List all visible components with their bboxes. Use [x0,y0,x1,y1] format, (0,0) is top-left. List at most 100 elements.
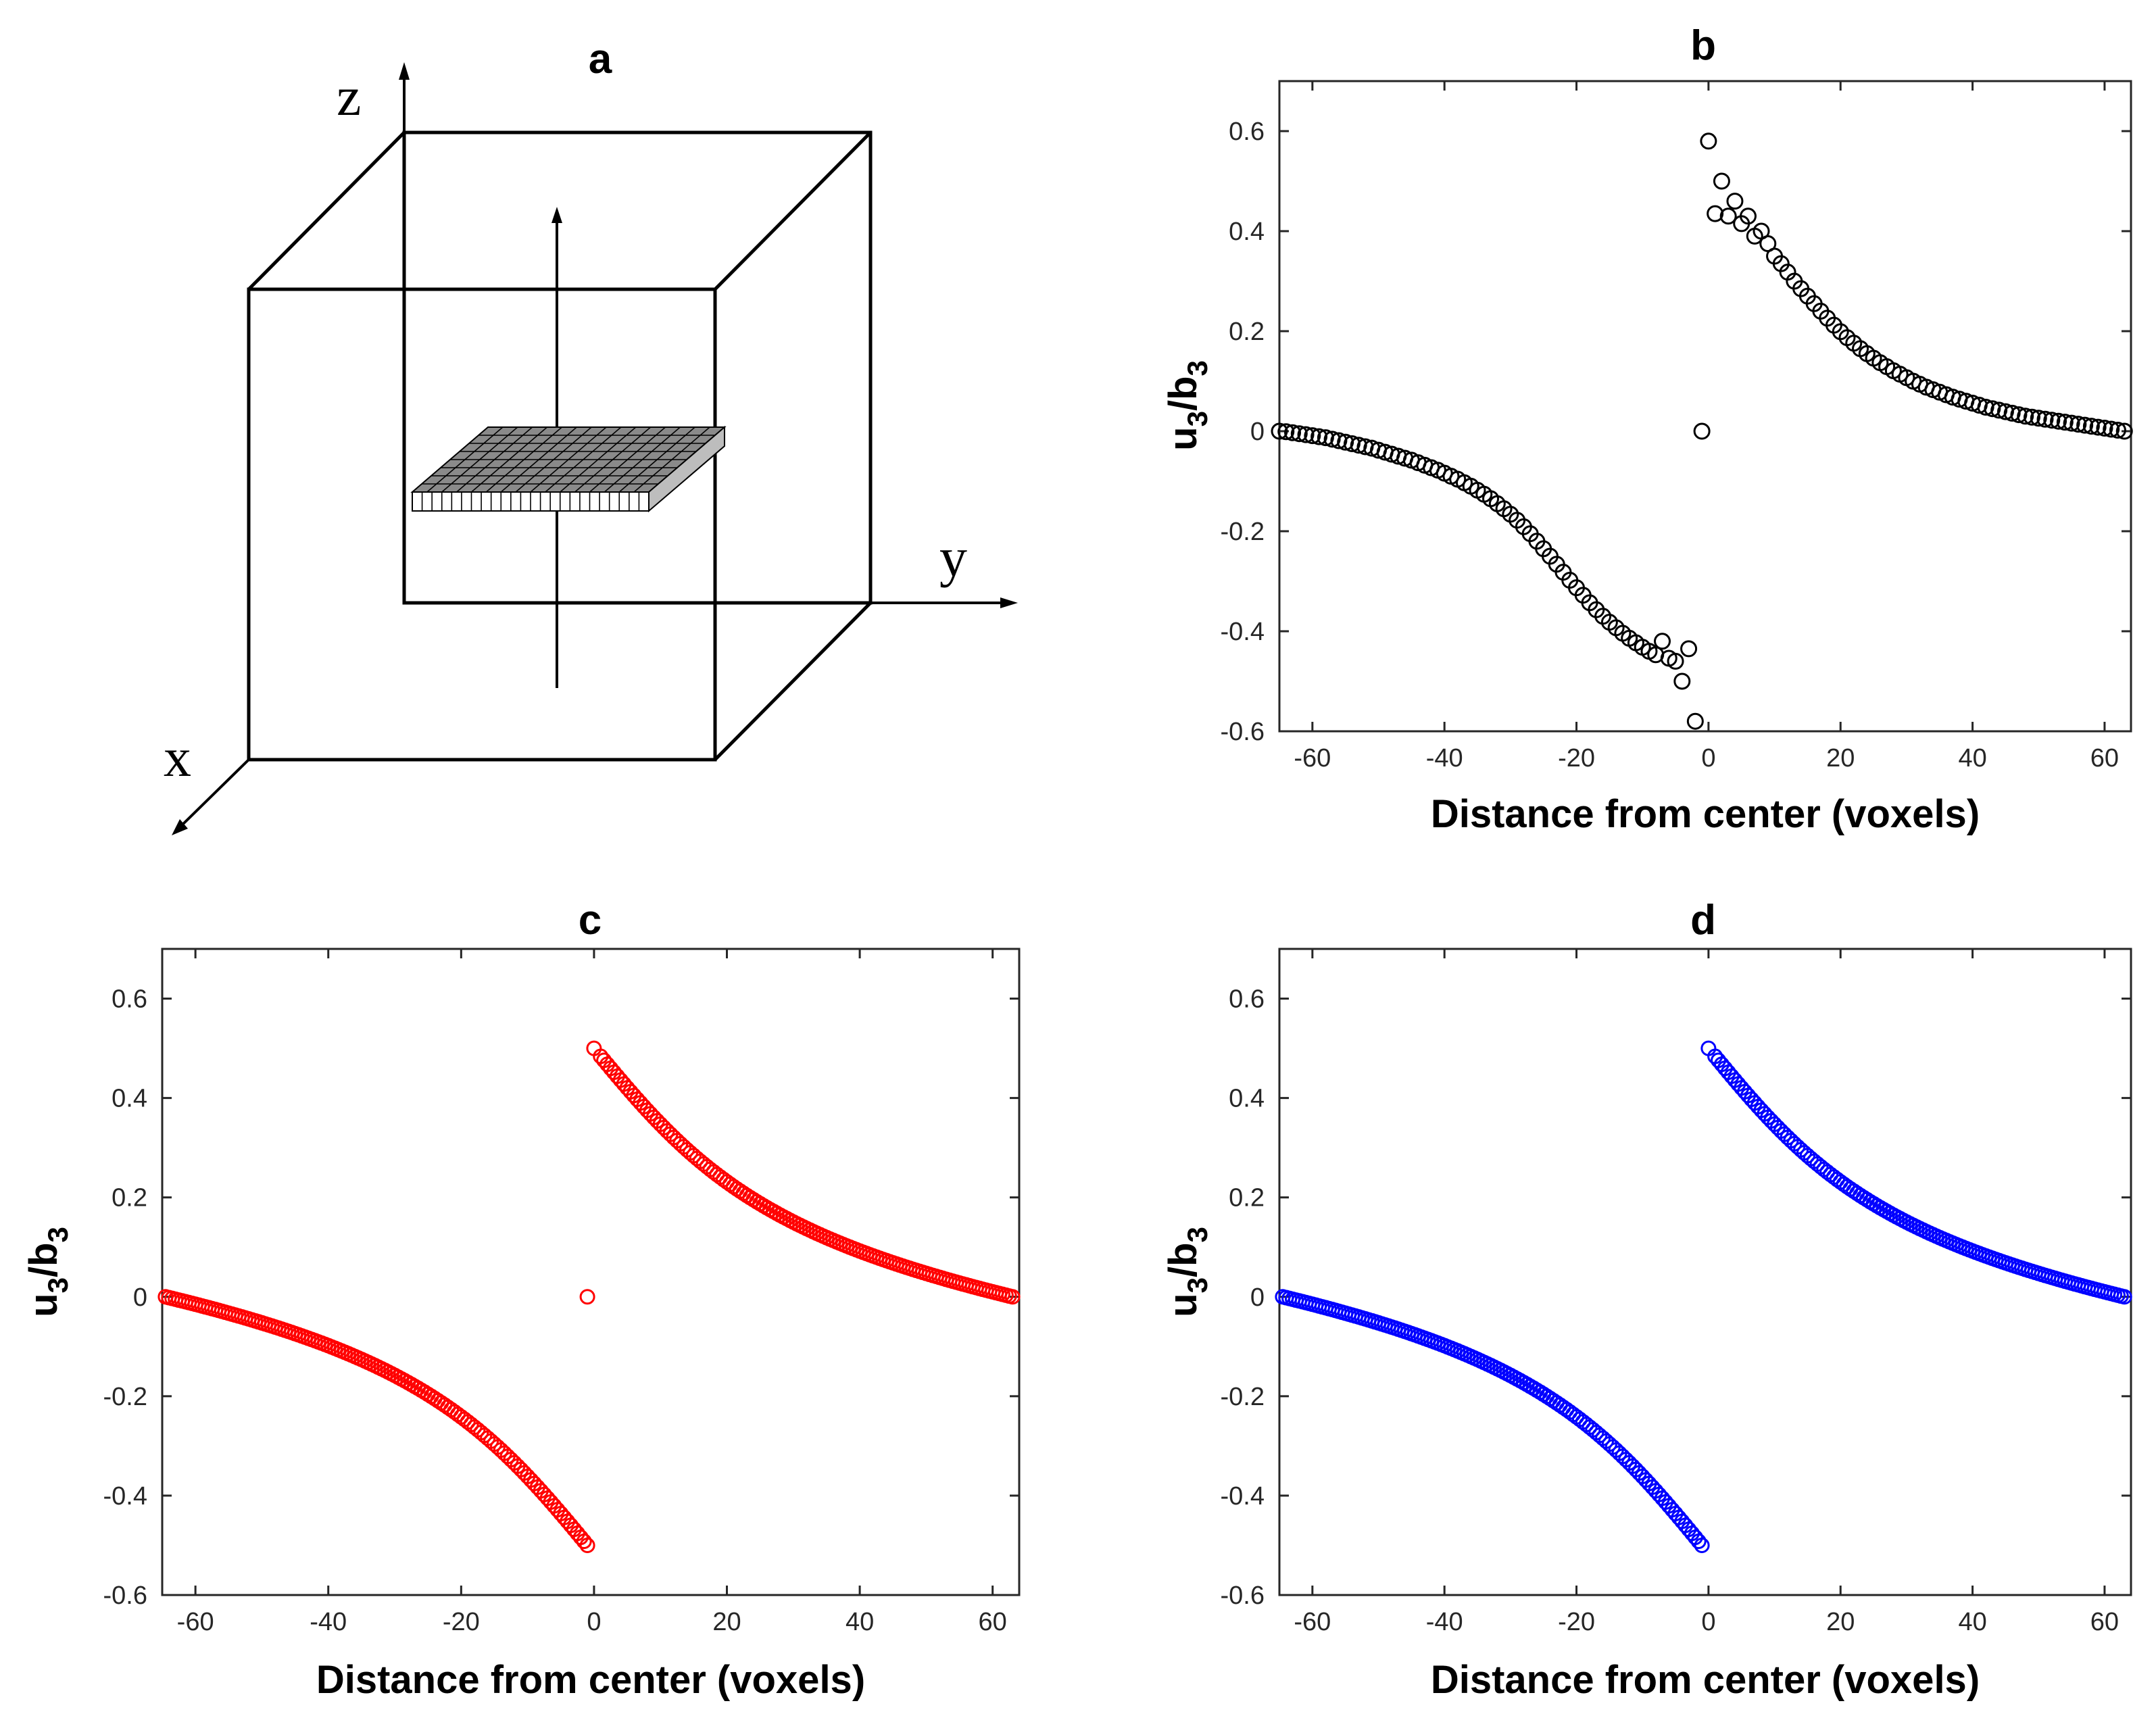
data-point [1284,424,1302,441]
panel-b-ylabel: u3/b3 [1161,360,1213,451]
x-tick-label: -20 [1558,744,1595,773]
x-tick-label: 20 [712,1608,741,1636]
data-point [2115,422,2133,440]
y-tick-label: 0.6 [1229,118,1265,146]
data-point [2116,1289,2132,1305]
y-tick-label: -0.4 [1221,618,1265,646]
data-point [2050,412,2067,430]
x-tick-label: 40 [1958,1608,1986,1636]
y-tick-label: -0.2 [1221,1383,1265,1411]
panel-b-xlabel: Distance from center (voxels) [1431,792,1980,836]
cube-edge-top-left [247,131,406,291]
center-arrow-icon [552,207,562,223]
y-tick-label: 0 [1250,1283,1265,1312]
panel-d-ylabel: u3/b3 [1161,1227,1213,1317]
data-point [1310,428,1328,445]
x-tick-label: 40 [846,1608,874,1636]
data-point [2023,408,2040,426]
data-point [2076,416,2094,434]
panel-d-title: d [1690,897,1716,943]
x-tick-label: 60 [2090,1608,2119,1636]
data-point [1673,672,1691,690]
z-axis-arrow-icon [399,62,410,80]
data-point [1680,640,1698,658]
x-axis-arrow-icon [172,819,188,835]
x-tick-label: 60 [2090,744,2119,773]
panel-c-points [157,1040,1021,1553]
data-point [2030,410,2047,427]
x-tick-label: -20 [1558,1608,1595,1636]
y-axis-arrow-icon [1000,597,1018,608]
panel-b-plot-frame [1278,80,2132,733]
x-tick-label: -40 [1426,1608,1463,1636]
x-tick-label: 0 [1701,744,1715,773]
data-point [2010,406,2028,424]
voxel-slab [410,425,727,513]
y-tick-label: -0.6 [1221,1582,1265,1610]
x-tick-label: 60 [979,1608,1007,1636]
x-tick-label: 20 [1826,1608,1855,1636]
cube-edge-top-right [714,131,872,291]
panel-c-xlabel: Distance from center (voxels) [316,1658,865,1702]
y-tick-label: 0.6 [1229,985,1265,1014]
data-point [2069,416,2087,433]
panel-d-chart: d -60 -40 -20 0 20 40 60 -0.6 -0.4 -0.2 0 0.2 0.4 0.6… [1161,897,2132,1702]
x-tick-label: 0 [587,1608,601,1636]
y-tick-label: -0.4 [1221,1482,1265,1511]
panel-b-ticks: -60 -40 -20 0 20 40 60 -0.6 -0.4 -0.2 0 0.2 0.4 0.6 [1221,81,2131,773]
panel-b-chart: b -60 -40 -20 0 20 40 60 -0.6 -0.4 -0.2 0 0.2 0.4 0.6… [1161,22,2133,836]
x-axis-line [180,758,250,827]
x-tick-label: -40 [1426,744,1463,773]
data-point [2063,414,2080,432]
data-point [2103,420,2120,438]
y-tick-label: -0.6 [103,1582,147,1610]
data-point [579,1537,595,1553]
data-point [1667,652,1684,670]
data-point [2082,418,2100,435]
data-point [2017,408,2034,425]
data-point [576,1534,592,1550]
x-tick-label: 0 [1701,1608,1715,1636]
data-point [1726,193,1744,210]
data-point [1290,425,1308,443]
y-tick-label: 0.2 [1229,318,1265,346]
data-point [1694,1537,1710,1553]
panel-c-ticks: -60 -40 -20 0 20 40 60 -0.6 -0.4 -0.2 0 0.2 0.4 0.6 [103,949,1019,1636]
data-point [1690,1534,1707,1550]
panel-b-points [1271,132,2133,730]
y-tick-label: 0.4 [1229,218,1265,246]
data-point [2056,414,2074,431]
data-point [1004,1289,1021,1305]
y-axis-label: y [939,526,967,588]
x-tick-label: -60 [177,1608,214,1636]
panel-c-ylabel: u3/b3 [22,1227,74,1317]
x-tick-label: -60 [1294,1608,1331,1636]
y-tick-label: 0.4 [1229,1085,1265,1113]
panel-d-xlabel: Distance from center (voxels) [1431,1658,1980,1702]
data-point [1707,205,1724,222]
x-tick-label: -40 [310,1608,347,1636]
data-point [1297,426,1315,443]
cube-front-face [247,287,717,762]
y-tick-label: 0 [133,1283,147,1312]
data-point [579,1289,595,1305]
data-point [1719,207,1737,225]
y-tick-label: 0.2 [1229,1184,1265,1212]
panel-c-plot-frame [161,948,1021,1596]
data-point [1686,712,1704,730]
y-tick-label: -0.2 [1221,518,1265,546]
y-tick-label: 0.4 [112,1085,147,1113]
y-tick-label: -0.6 [1221,718,1265,746]
panel-c-title: c [579,897,602,943]
data-point [1700,132,1717,150]
y-tick-label: 0.6 [112,985,147,1014]
panel-c-chart: c -60 -40 -20 0 20 40 60 -0.6 -0.4 -0.2 0 0.2 0.4 0.6… [22,897,1021,1702]
x-tick-label: 40 [1958,744,1986,773]
data-point [1277,423,1295,441]
data-point [2109,422,2126,439]
panel-a-schematic: a z y x [164,36,1018,835]
x-axis-label: x [164,727,191,788]
data-point [2043,412,2061,429]
panel-d-plot-frame [1278,948,2132,1596]
